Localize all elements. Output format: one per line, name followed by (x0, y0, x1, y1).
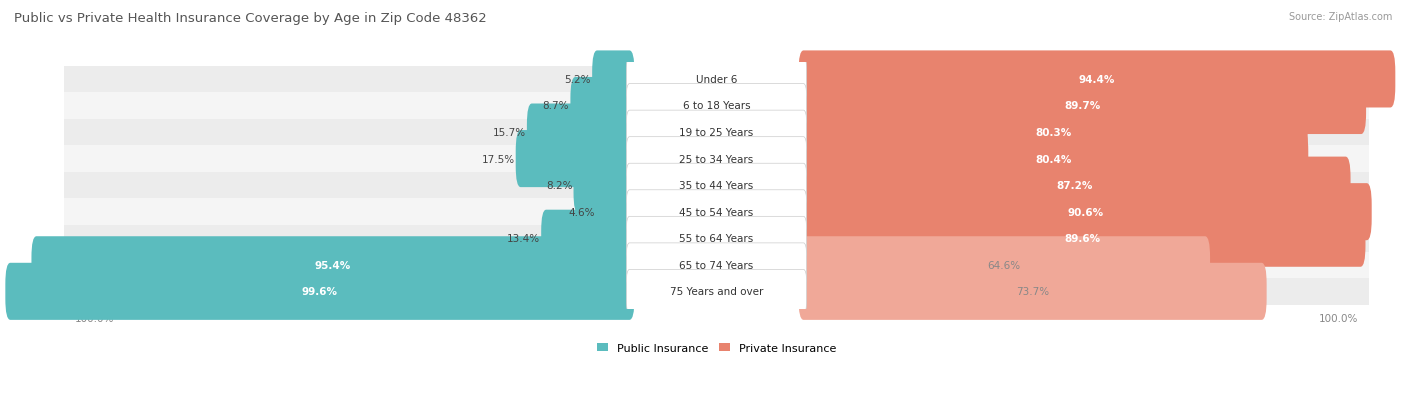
FancyBboxPatch shape (799, 237, 1211, 294)
Text: 90.6%: 90.6% (1067, 207, 1104, 217)
FancyBboxPatch shape (31, 237, 634, 294)
Legend: Public Insurance, Private Insurance: Public Insurance, Private Insurance (592, 339, 841, 358)
Bar (63, 146, 1369, 173)
FancyBboxPatch shape (626, 84, 807, 128)
Bar (63, 252, 1369, 278)
Bar (63, 173, 1369, 199)
FancyBboxPatch shape (592, 51, 634, 108)
FancyBboxPatch shape (626, 164, 807, 208)
FancyBboxPatch shape (799, 263, 1267, 320)
Bar (63, 278, 1369, 305)
Text: 64.6%: 64.6% (988, 260, 1021, 270)
FancyBboxPatch shape (626, 190, 807, 234)
FancyBboxPatch shape (571, 78, 634, 135)
FancyBboxPatch shape (6, 263, 634, 320)
Text: 87.2%: 87.2% (1056, 181, 1092, 191)
FancyBboxPatch shape (626, 58, 807, 102)
Text: 25 to 34 Years: 25 to 34 Years (679, 154, 754, 164)
Text: 8.2%: 8.2% (546, 181, 572, 191)
Text: Source: ZipAtlas.com: Source: ZipAtlas.com (1288, 12, 1392, 22)
Text: 45 to 54 Years: 45 to 54 Years (679, 207, 754, 217)
FancyBboxPatch shape (799, 78, 1367, 135)
Text: 5.2%: 5.2% (564, 75, 591, 85)
FancyBboxPatch shape (626, 243, 807, 287)
FancyBboxPatch shape (626, 111, 807, 154)
Text: 95.4%: 95.4% (315, 260, 352, 270)
Bar (63, 66, 1369, 93)
Text: 6 to 18 Years: 6 to 18 Years (683, 101, 751, 111)
Text: Public vs Private Health Insurance Coverage by Age in Zip Code 48362: Public vs Private Health Insurance Cover… (14, 12, 486, 25)
Text: 80.4%: 80.4% (1035, 154, 1071, 164)
Text: 15.7%: 15.7% (492, 128, 526, 138)
Bar (63, 199, 1369, 225)
FancyBboxPatch shape (626, 217, 807, 261)
Bar (63, 119, 1369, 146)
Bar (63, 225, 1369, 252)
Text: 19 to 25 Years: 19 to 25 Years (679, 128, 754, 138)
Text: 89.7%: 89.7% (1064, 101, 1101, 111)
Text: 13.4%: 13.4% (506, 234, 540, 244)
Text: Under 6: Under 6 (696, 75, 737, 85)
FancyBboxPatch shape (799, 210, 1365, 267)
Text: 65 to 74 Years: 65 to 74 Years (679, 260, 754, 270)
Text: 55 to 64 Years: 55 to 64 Years (679, 234, 754, 244)
FancyBboxPatch shape (799, 157, 1351, 214)
FancyBboxPatch shape (799, 51, 1395, 108)
FancyBboxPatch shape (799, 104, 1308, 161)
Text: 35 to 44 Years: 35 to 44 Years (679, 181, 754, 191)
FancyBboxPatch shape (799, 131, 1309, 188)
Text: 73.7%: 73.7% (1017, 287, 1049, 297)
FancyBboxPatch shape (626, 138, 807, 181)
Text: 8.7%: 8.7% (543, 101, 569, 111)
FancyBboxPatch shape (596, 184, 634, 241)
FancyBboxPatch shape (626, 270, 807, 313)
Text: 80.3%: 80.3% (1035, 128, 1071, 138)
Bar (63, 93, 1369, 119)
Text: 99.6%: 99.6% (302, 287, 337, 297)
FancyBboxPatch shape (516, 131, 634, 188)
Text: 17.5%: 17.5% (481, 154, 515, 164)
Text: 89.6%: 89.6% (1064, 234, 1099, 244)
FancyBboxPatch shape (574, 157, 634, 214)
Text: 75 Years and over: 75 Years and over (669, 287, 763, 297)
FancyBboxPatch shape (541, 210, 634, 267)
FancyBboxPatch shape (527, 104, 634, 161)
FancyBboxPatch shape (799, 184, 1372, 241)
Text: 4.6%: 4.6% (568, 207, 595, 217)
Text: 94.4%: 94.4% (1078, 75, 1115, 85)
